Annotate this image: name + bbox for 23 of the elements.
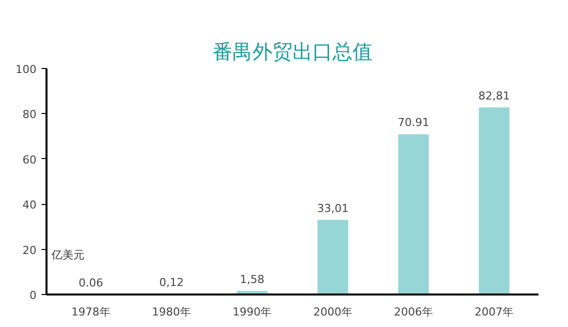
y-tick-label: 100 bbox=[16, 63, 37, 76]
data-label: 0.06 bbox=[78, 276, 104, 290]
x-tick-label: 2006年 bbox=[394, 306, 433, 318]
data-label: 33,01 bbox=[317, 202, 349, 215]
x-tick-label: 1980年 bbox=[152, 306, 192, 318]
x-tick-label: 2007年 bbox=[474, 306, 514, 318]
data-label: 82,81 bbox=[478, 89, 510, 102]
x-tick-label: 2000年 bbox=[313, 306, 352, 318]
y-tick-label: 80 bbox=[22, 108, 37, 122]
y-tick-label: 40 bbox=[22, 198, 37, 212]
y-tick-label: 60 bbox=[22, 153, 37, 166]
bar bbox=[478, 107, 510, 294]
x-tick-label: 1990年 bbox=[232, 306, 272, 318]
chart-title: 番禺外贸出口总值 bbox=[212, 40, 372, 64]
y-tick-label: 20 bbox=[22, 244, 37, 257]
y-tick-label: 0 bbox=[30, 289, 36, 302]
x-tick-label: 1978年 bbox=[71, 306, 110, 318]
data-label: 70.91 bbox=[398, 116, 430, 130]
y-axis-title: 亿美元 bbox=[50, 248, 84, 262]
bar bbox=[318, 220, 348, 294]
bar bbox=[398, 134, 429, 294]
data-label: 0,12 bbox=[159, 276, 184, 290]
data-label: 1,58 bbox=[240, 272, 264, 286]
